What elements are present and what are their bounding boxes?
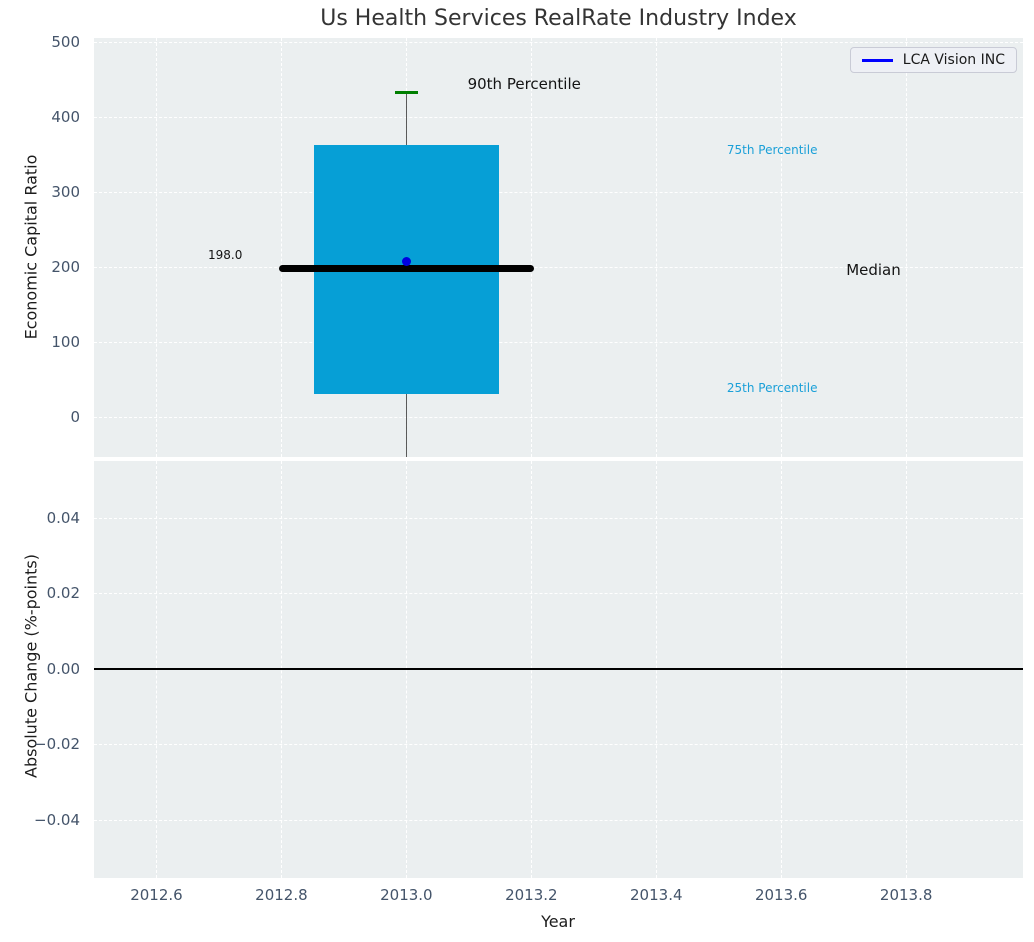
gridline-horizontal — [94, 116, 1023, 118]
gridline-horizontal — [94, 517, 1023, 519]
y-tick-label-bottom: −0.02 — [34, 735, 80, 754]
y-tick-label-bottom: 0.02 — [46, 584, 80, 603]
x-tick-label: 2013.4 — [630, 886, 683, 904]
y-tick-label-bottom: 0.00 — [46, 659, 80, 678]
y-tick-label-top: 400 — [51, 107, 80, 126]
y-tick-label-bottom: −0.04 — [34, 810, 80, 829]
y-tick-label-top: 0 — [70, 408, 80, 427]
boxplot-median-line — [278, 265, 534, 273]
legend-label: LCA Vision INC — [902, 52, 1005, 68]
legend-line-swatch — [861, 58, 893, 62]
gridline-horizontal — [94, 819, 1023, 821]
x-tick-label: 2012.8 — [255, 886, 308, 904]
x-tick-label: 2013.8 — [879, 886, 933, 904]
x-tick-label: 2013.0 — [380, 886, 433, 904]
chart-title: Us Health Services RealRate Industry Ind… — [320, 6, 797, 31]
gridline-horizontal — [94, 267, 1023, 269]
gridline-vertical — [531, 38, 533, 457]
gridline-vertical — [281, 38, 283, 457]
y-tick-label-top: 300 — [51, 182, 80, 201]
gridline-vertical — [156, 38, 158, 457]
gridline-horizontal — [94, 41, 1023, 43]
y-tick-label-top: 100 — [51, 333, 80, 352]
legend: LCA Vision INC — [849, 47, 1017, 73]
zero-reference-line — [94, 667, 1023, 670]
gridline-horizontal — [94, 593, 1023, 595]
boxplot-90th-percentile-cap — [395, 91, 418, 95]
annotation-90th-percentile: 90th Percentile — [467, 74, 581, 93]
company-data-point — [401, 256, 411, 266]
bottom-axes-absolute-change — [94, 461, 1023, 878]
gridline-horizontal — [94, 342, 1023, 344]
y-tick-label-bottom: 0.04 — [46, 508, 80, 527]
y-tick-label-top: 200 — [51, 258, 80, 277]
annotation-median: Median — [846, 261, 901, 280]
gridline-vertical — [906, 38, 908, 457]
x-axis-label: Year — [541, 912, 575, 931]
gridline-horizontal — [94, 744, 1023, 746]
gridline-vertical — [781, 38, 783, 457]
x-tick-label: 2013.2 — [505, 886, 558, 904]
x-tick-label: 2012.6 — [130, 886, 183, 904]
annotation-75th-percentile: 75th Percentile — [726, 142, 818, 157]
x-tick-label: 2013.6 — [754, 886, 808, 904]
gridline-vertical — [656, 38, 658, 457]
top-axes-economic-capital-ratio: 90th Percentile 198.0 75th Percentile Media… — [94, 38, 1023, 457]
annotation-198-0: 198.0 — [208, 248, 243, 262]
gridline-horizontal — [94, 417, 1023, 419]
annotation-25th-percentile: 25th Percentile — [726, 380, 818, 395]
y-tick-label-top: 500 — [51, 32, 80, 51]
gridline-horizontal — [94, 191, 1023, 193]
